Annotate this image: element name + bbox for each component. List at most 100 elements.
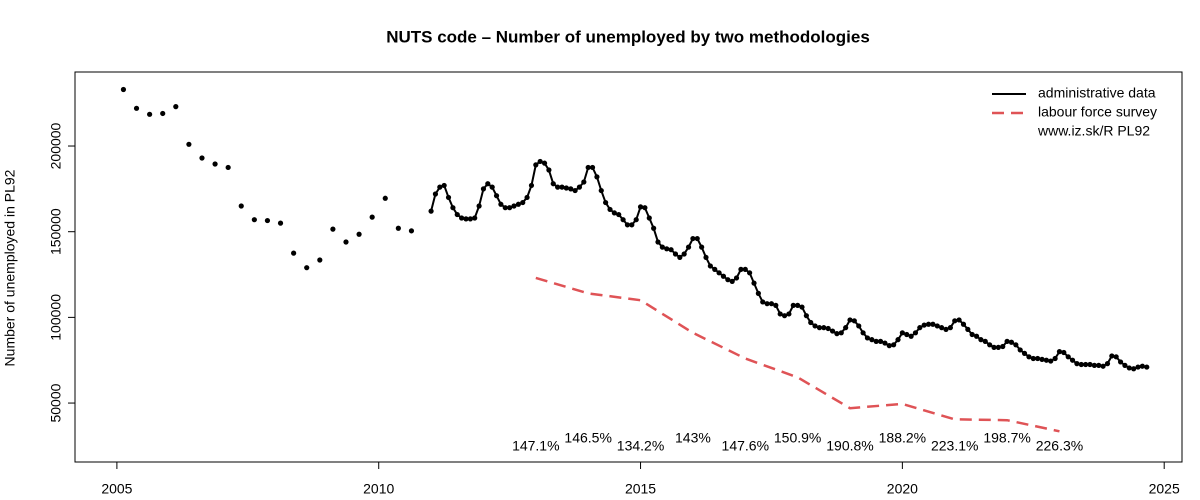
data-point (356, 231, 362, 237)
data-point (864, 335, 871, 341)
data-point (991, 344, 997, 350)
data-point (502, 205, 508, 211)
data-point (891, 342, 897, 348)
data-point (747, 270, 753, 276)
ratio-label: 223.1% (931, 438, 978, 454)
data-point (1122, 362, 1128, 368)
data-point (642, 205, 648, 211)
data-point (1104, 361, 1111, 367)
data-point (637, 204, 644, 210)
data-point (816, 325, 823, 331)
data-point (651, 225, 657, 231)
data-point (1056, 349, 1063, 355)
data-point (450, 205, 456, 211)
data-point (869, 337, 875, 343)
x-tick-label: 2005 (101, 481, 132, 497)
data-point (707, 263, 713, 269)
data-point (912, 330, 919, 336)
data-point (594, 174, 600, 180)
data-point (160, 110, 166, 117)
data-point (664, 246, 670, 252)
plot-frame (74, 71, 1183, 463)
data-point (616, 211, 622, 218)
data-point (1035, 355, 1041, 362)
data-point (238, 203, 244, 209)
y-tick-label: 100000 (48, 294, 64, 341)
data-point (441, 182, 447, 189)
data-point (1087, 361, 1093, 368)
data-point (1109, 353, 1115, 359)
data-point (537, 158, 543, 165)
data-point (476, 203, 482, 209)
data-point (173, 104, 179, 110)
data-point (568, 186, 574, 192)
data-point (904, 331, 910, 338)
data-point (659, 244, 665, 250)
data-point (1100, 363, 1106, 369)
data-point (1126, 365, 1132, 371)
data-point (493, 193, 500, 199)
data-point (1117, 359, 1124, 365)
data-point (317, 257, 323, 263)
data-point (467, 216, 473, 222)
data-point (1000, 343, 1006, 350)
data-point (982, 338, 988, 344)
data-point (760, 299, 766, 305)
data-point (498, 201, 504, 207)
data-point (834, 331, 840, 337)
data-point (856, 323, 862, 329)
data-point (738, 266, 744, 272)
data-point (716, 270, 722, 276)
data-point (524, 194, 530, 201)
data-point (1096, 362, 1102, 368)
legend-label: labour force survey (1038, 104, 1157, 120)
data-point (899, 330, 905, 336)
data-point (480, 186, 487, 192)
data-point (978, 337, 984, 343)
data-point (437, 184, 443, 190)
data-point (277, 220, 284, 226)
data-point (917, 325, 923, 331)
ratio-label: 147.6% (722, 438, 769, 454)
data-point (343, 239, 349, 245)
data-point (251, 217, 257, 223)
data-point (186, 141, 192, 147)
data-point (733, 275, 740, 281)
data-point (777, 311, 783, 317)
data-point (212, 161, 218, 167)
data-point (546, 167, 552, 173)
data-point (147, 111, 153, 117)
data-point (520, 199, 526, 206)
data-point (1026, 354, 1032, 360)
x-tick-label: 2020 (887, 481, 918, 497)
data-point (908, 333, 914, 339)
data-point (921, 322, 927, 328)
data-point (877, 338, 884, 344)
data-point (755, 290, 761, 296)
data-point (541, 160, 548, 166)
data-point (677, 254, 683, 261)
data-point (947, 325, 953, 331)
data-point (773, 302, 779, 308)
data-point (646, 215, 652, 221)
data-point (620, 217, 626, 223)
data-point (454, 211, 460, 218)
data-point (803, 313, 809, 319)
ratio-label: 198.7% (983, 430, 1030, 446)
data-point (1061, 349, 1067, 356)
data-point (956, 317, 962, 323)
data-point (821, 325, 827, 331)
data-point (764, 301, 770, 307)
data-point (751, 280, 757, 286)
data-point (995, 344, 1001, 350)
ratio-label: 226.3% (1036, 438, 1083, 454)
data-point (1017, 347, 1023, 353)
data-point (681, 251, 687, 257)
data-point (576, 184, 583, 190)
data-point (463, 216, 469, 222)
ratio-label: 190.8% (826, 438, 873, 454)
data-point (655, 239, 661, 245)
data-point (1113, 354, 1119, 360)
data-point (330, 226, 336, 232)
data-point (886, 343, 892, 349)
